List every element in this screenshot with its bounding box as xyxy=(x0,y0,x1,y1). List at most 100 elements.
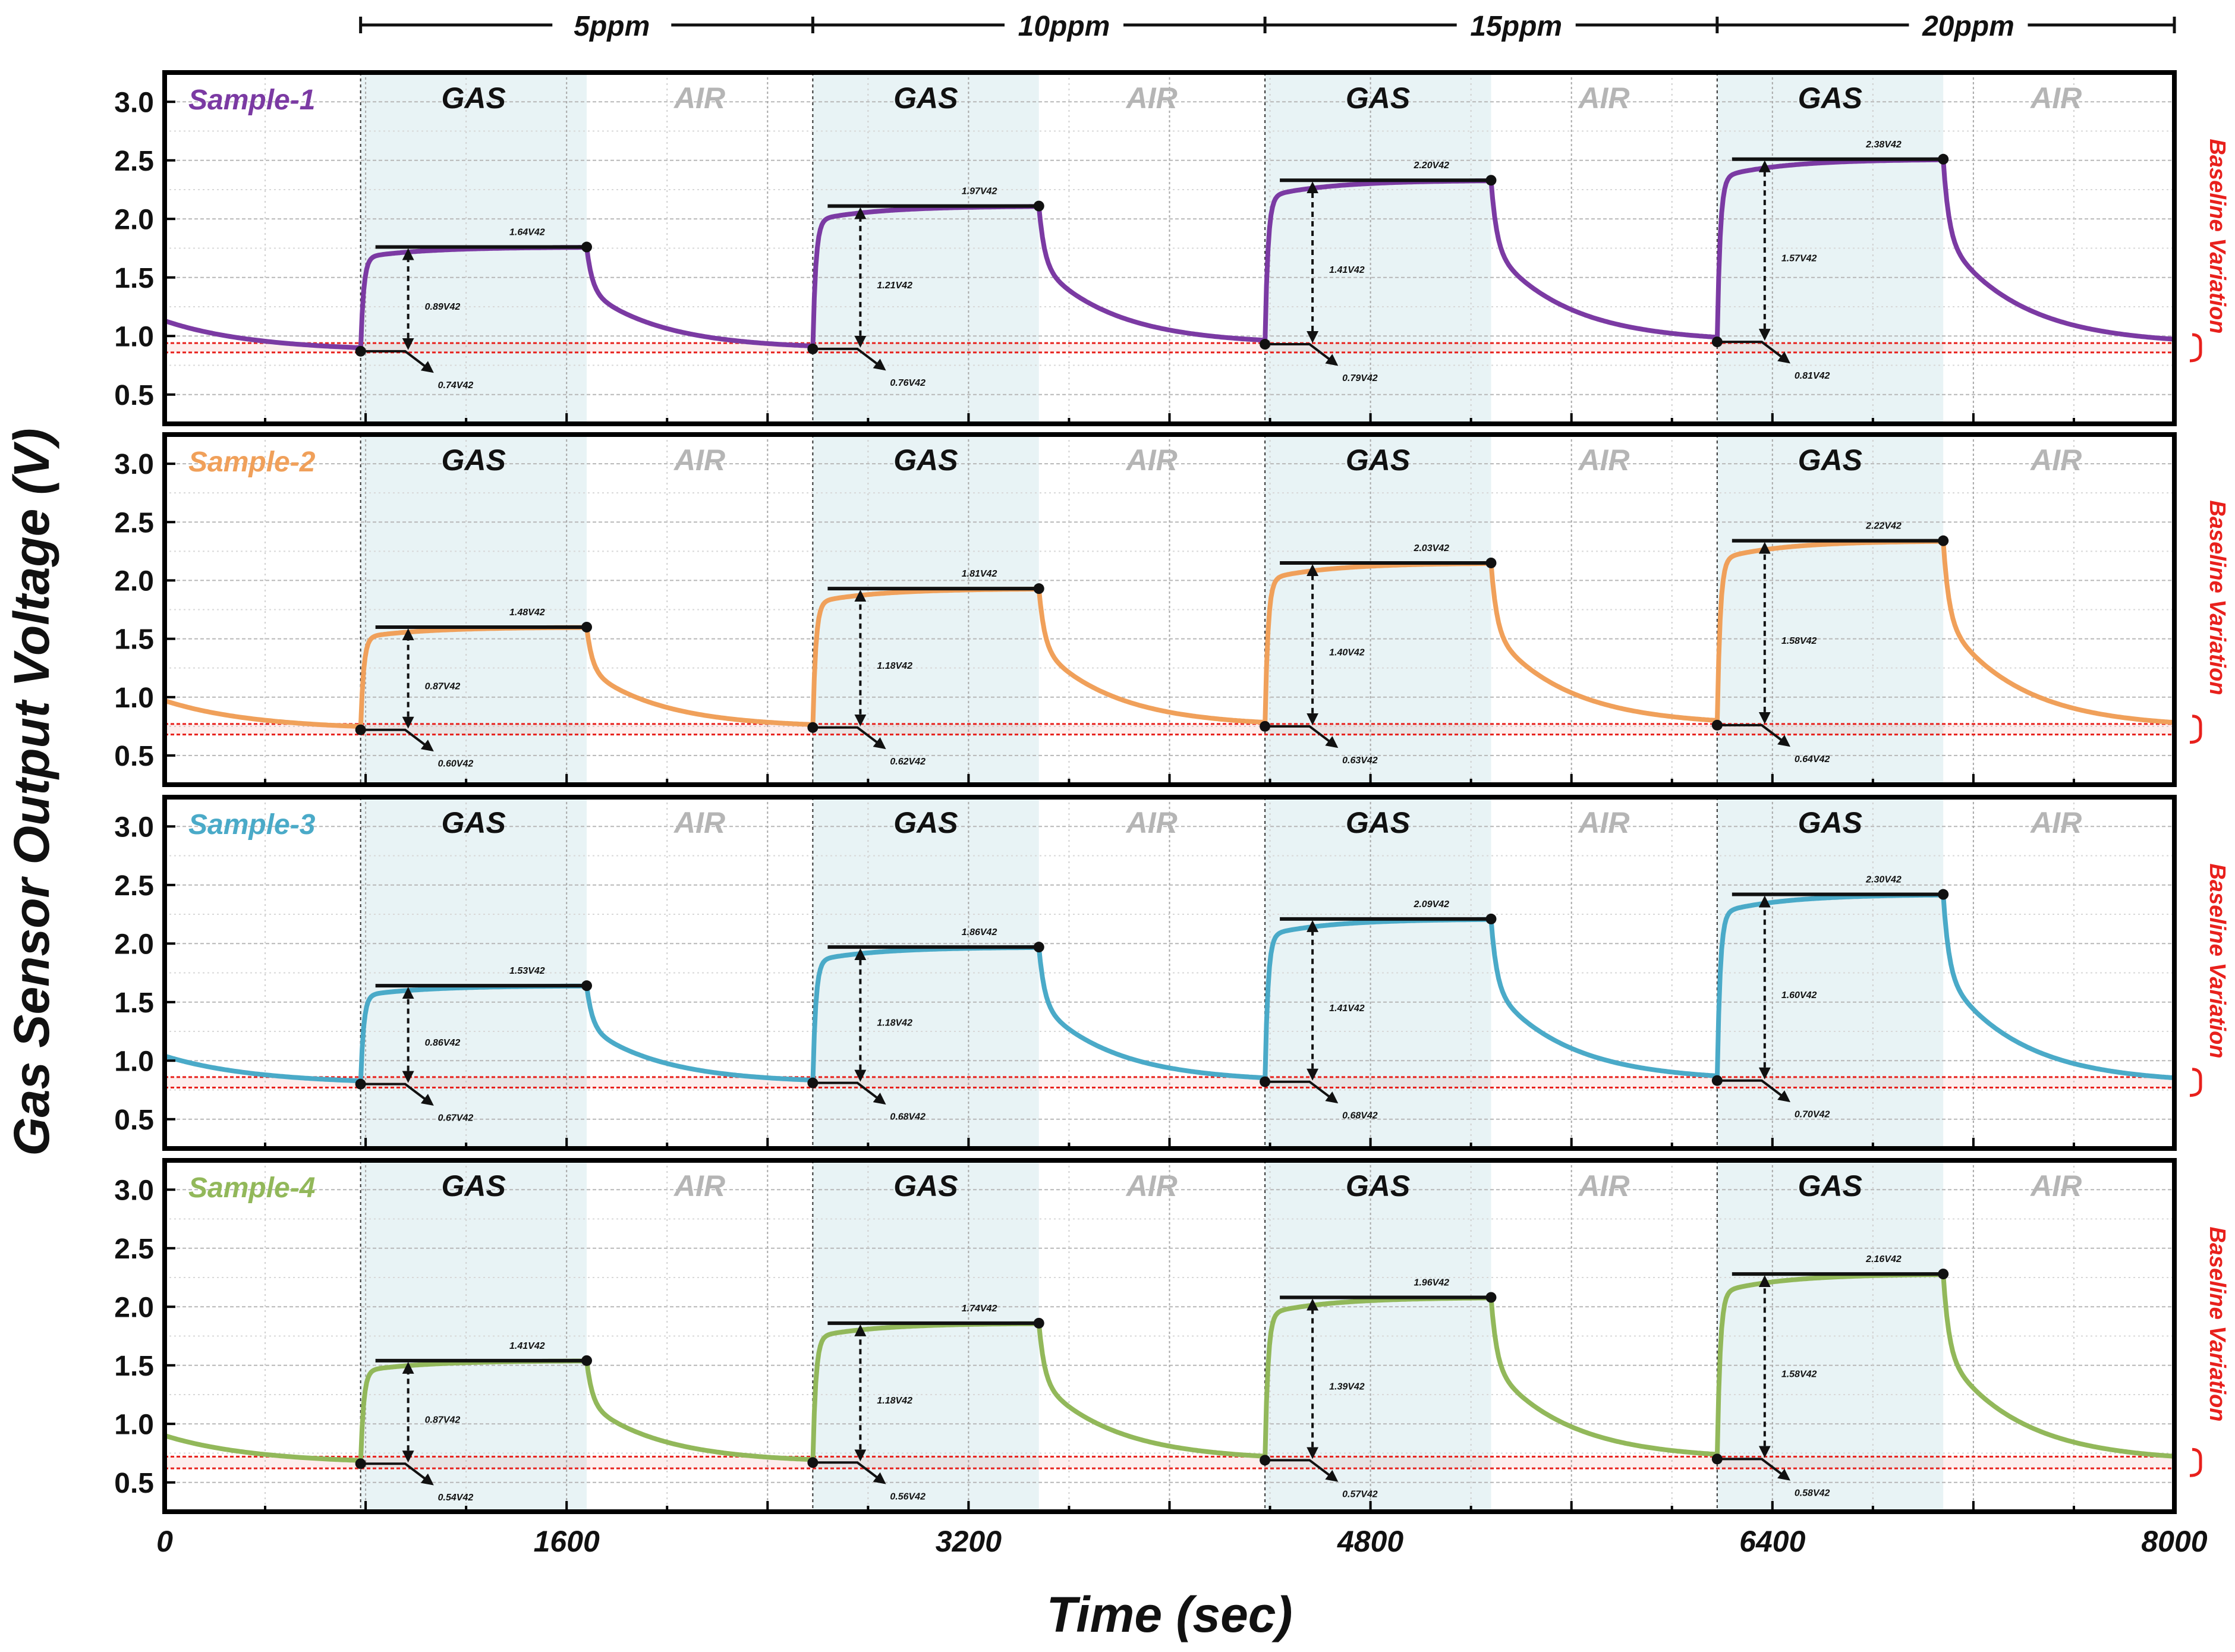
peak-point xyxy=(1485,913,1497,924)
sb-label: 0.79V42 xyxy=(1342,373,1378,383)
concentration-label-bg xyxy=(552,7,672,43)
delta-label: 1.18V42 xyxy=(877,1396,912,1406)
sb-arrow xyxy=(813,347,886,371)
peak-point xyxy=(1033,200,1044,212)
concentration-label: 20ppm xyxy=(1922,11,2014,42)
gas-label: GAS xyxy=(893,443,958,477)
baseline-variation-label: Baseline Variation xyxy=(2205,863,2230,1058)
y-tick-label: 1.0 xyxy=(114,682,154,714)
gas-label: GAS xyxy=(1346,1169,1410,1203)
sb-label: 0.70V42 xyxy=(1795,1110,1830,1120)
peak-label: 1.53V42 xyxy=(509,966,545,976)
peak-label: 2.09V42 xyxy=(1413,899,1449,910)
delta-label: 1.57V42 xyxy=(1781,253,1817,263)
concentration-label-bg xyxy=(1456,7,1576,43)
y-tick-label: 0.5 xyxy=(114,741,154,772)
sb-arrow xyxy=(1717,1079,1791,1103)
gas-label: GAS xyxy=(1798,81,1862,115)
delta-label: 1.39V42 xyxy=(1329,1382,1365,1392)
sample-label: Sample-4 xyxy=(188,1172,315,1204)
gas-label: GAS xyxy=(441,81,505,115)
y-tick-label: 1.0 xyxy=(114,1409,154,1440)
y-tick-label: 2.0 xyxy=(114,1292,154,1323)
peak-point xyxy=(581,241,593,253)
peak-label: 2.20V42 xyxy=(1413,161,1449,171)
peak-label: 1.81V42 xyxy=(962,569,997,579)
sample-label: Sample-1 xyxy=(188,84,315,116)
sb-arrow xyxy=(1265,725,1339,748)
sb-label: 0.76V42 xyxy=(890,378,926,388)
baseline-variation-label: Baseline Variation xyxy=(2205,1226,2230,1421)
delta-label: 1.21V42 xyxy=(877,281,912,291)
sb-arrow xyxy=(1717,723,1791,747)
peak-point xyxy=(1033,1317,1044,1329)
peak-label: 2.16V42 xyxy=(1865,1254,1902,1264)
gas-label: GAS xyxy=(441,806,505,839)
sb-label: 0.58V42 xyxy=(1795,1488,1830,1498)
gas-label: GAS xyxy=(1346,806,1410,839)
peak-label: 1.74V42 xyxy=(962,1304,997,1314)
peak-point xyxy=(1485,557,1497,568)
sb-arrow xyxy=(1265,343,1339,366)
gas-label: GAS xyxy=(1798,443,1862,477)
concentration-label: 5ppm xyxy=(574,11,650,42)
delta-label: 1.41V42 xyxy=(1329,265,1365,275)
baseline-variation-label: Baseline Variation xyxy=(2205,139,2230,333)
peak-label: 1.96V42 xyxy=(1414,1277,1449,1288)
y-tick-label: 1.0 xyxy=(114,1046,154,1077)
air-label: AIR xyxy=(2029,443,2082,477)
delta-label: 1.58V42 xyxy=(1781,636,1817,646)
sb-label: 0.56V42 xyxy=(890,1491,926,1502)
concentration-label: 10ppm xyxy=(1018,11,1110,42)
air-label: AIR xyxy=(1125,443,1178,477)
peak-label: 1.64V42 xyxy=(509,228,545,238)
sb-label: 0.81V42 xyxy=(1795,371,1830,381)
sb-arrow xyxy=(1717,1458,1791,1481)
y-tick-label: 1.5 xyxy=(114,263,154,294)
sb-arrow xyxy=(1265,1459,1339,1482)
y-tick-label: 0.5 xyxy=(114,1105,154,1136)
y-tick-label: 0.5 xyxy=(114,380,154,411)
peak-label: 1.41V42 xyxy=(509,1341,545,1351)
baseline-band xyxy=(165,723,2174,735)
delta-label: 0.87V42 xyxy=(425,681,461,691)
gas-label: GAS xyxy=(1798,1169,1862,1203)
gas-label: GAS xyxy=(893,81,958,115)
air-label: AIR xyxy=(1577,81,1629,115)
air-label: AIR xyxy=(2029,81,2082,115)
air-label: AIR xyxy=(1125,81,1178,115)
air-label: AIR xyxy=(673,806,725,839)
delta-label: 0.87V42 xyxy=(425,1415,461,1426)
baseline-band xyxy=(165,343,2174,353)
gas-label: GAS xyxy=(1346,443,1410,477)
peak-point xyxy=(581,621,593,633)
y-tick-label: 1.5 xyxy=(114,624,154,656)
peak-point xyxy=(1938,535,1949,546)
y-tick-label: 2.5 xyxy=(114,507,154,539)
delta-label: 1.18V42 xyxy=(877,661,912,671)
x-tick-label: 1600 xyxy=(534,1525,600,1558)
peak-point xyxy=(1938,153,1949,165)
baseline-band xyxy=(165,1456,2174,1469)
sb-arrow xyxy=(813,1081,886,1105)
sb-label: 0.63V42 xyxy=(1342,756,1378,766)
peak-label: 1.97V42 xyxy=(962,187,997,197)
air-label: AIR xyxy=(1125,1169,1178,1203)
peak-label: 2.03V42 xyxy=(1413,543,1449,553)
sb-arrow xyxy=(360,1083,434,1106)
x-axis-title: Time (sec) xyxy=(1047,1587,1293,1642)
y-tick-label: 2.5 xyxy=(114,146,154,177)
y-tick-label: 2.0 xyxy=(114,565,154,597)
sb-arrow xyxy=(360,350,434,373)
y-tick-label: 3.0 xyxy=(114,1175,154,1206)
gas-label: GAS xyxy=(893,806,958,839)
sb-label: 0.62V42 xyxy=(890,757,926,767)
y-tick-label: 0.5 xyxy=(114,1468,154,1499)
peak-point xyxy=(1485,175,1497,186)
sb-label: 0.68V42 xyxy=(890,1112,926,1122)
sample-label: Sample-2 xyxy=(188,446,316,478)
peak-point xyxy=(1033,583,1044,594)
air-label: AIR xyxy=(1577,1169,1629,1203)
baseline-variation-bracket xyxy=(2189,715,2202,744)
